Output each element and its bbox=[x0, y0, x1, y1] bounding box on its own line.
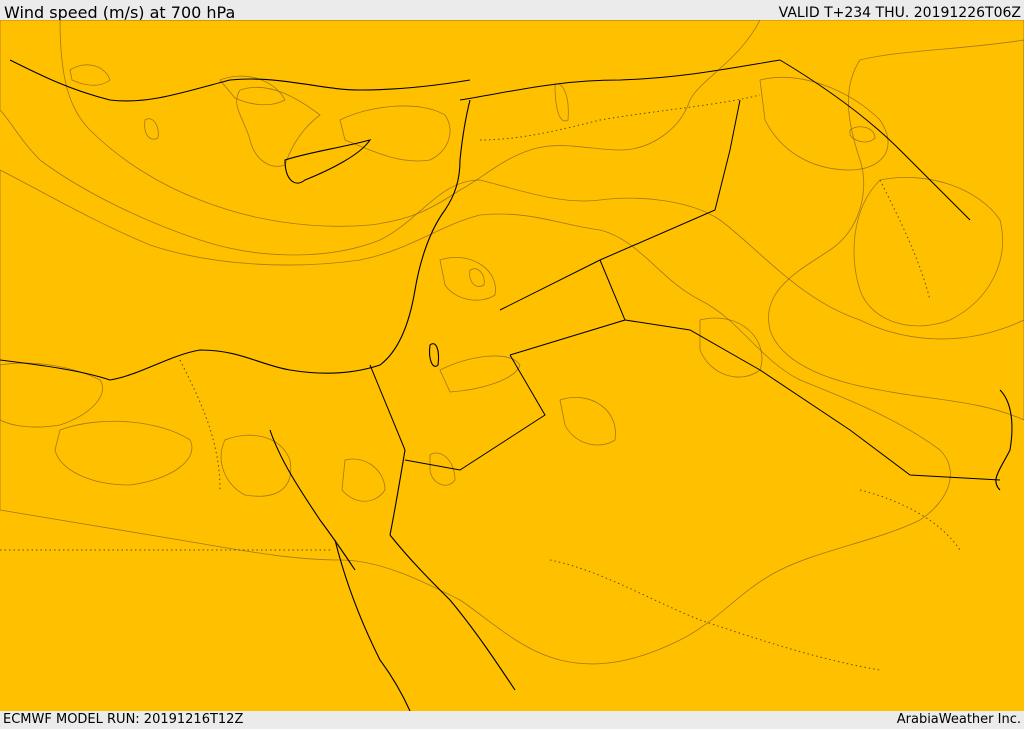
coastline-mediterranean bbox=[0, 99, 471, 381]
credit: ArabiaWeather Inc. bbox=[896, 712, 1021, 727]
field-base bbox=[0, 20, 1024, 711]
field-white-3 bbox=[144, 118, 159, 140]
dead-sea bbox=[429, 343, 440, 367]
valid-time: VALID T+234 THU. 20191226T06Z bbox=[778, 5, 1021, 21]
field-white-cyprus-east bbox=[339, 105, 451, 162]
coastline-cyprus bbox=[284, 139, 372, 184]
field-cream-2 bbox=[69, 64, 111, 86]
field-dark-orange-sinai bbox=[54, 420, 193, 486]
field-dark-orange-jordan bbox=[439, 355, 521, 393]
field-dark-orange-west bbox=[0, 362, 103, 428]
field-cream-1 bbox=[219, 75, 286, 106]
border-jordan-saudi bbox=[404, 354, 546, 471]
field-gold-pocket-3 bbox=[559, 397, 616, 446]
field-cream-4 bbox=[554, 83, 569, 122]
field-dark-orange-redsea bbox=[341, 458, 386, 502]
field-orange-main bbox=[0, 169, 951, 665]
map-footer: ECMWF MODEL RUN: 20191216T12Z ArabiaWeat… bbox=[0, 711, 1024, 729]
dotted-border-6 bbox=[879, 179, 931, 301]
border-syria-iraq bbox=[499, 99, 741, 311]
field-gold-pocket-2 bbox=[439, 257, 496, 301]
field-dark-orange-iraq bbox=[849, 126, 876, 143]
coastline-gulf-aqaba bbox=[389, 449, 406, 536]
dotted-border-1 bbox=[179, 359, 221, 491]
field-yellow-north bbox=[59, 20, 761, 227]
persian-gulf-coast bbox=[995, 389, 1013, 491]
dotted-border-3 bbox=[549, 559, 881, 671]
field-orange-ne bbox=[759, 77, 889, 171]
border-egypt-israel bbox=[369, 364, 406, 451]
field-dark-orange-saudi bbox=[429, 452, 456, 486]
coastline-red-sea-west bbox=[334, 539, 411, 711]
border-turkey-syria bbox=[459, 59, 781, 101]
model-run: ECMWF MODEL RUN: 20191216T12Z bbox=[3, 712, 244, 727]
border-iraq-iran bbox=[779, 59, 971, 221]
map-title: Wind speed (m/s) at 700 hPa bbox=[4, 3, 236, 22]
border-saudi-iraq bbox=[624, 319, 1001, 481]
map-header: Wind speed (m/s) at 700 hPa VALID T+234 … bbox=[0, 0, 1024, 22]
dotted-border-5 bbox=[479, 94, 761, 141]
field-gold-north bbox=[0, 20, 1024, 340]
dotted-border-4 bbox=[859, 489, 961, 551]
coastline-red-sea-east bbox=[389, 534, 516, 691]
coastline-turkey bbox=[9, 59, 471, 102]
field-gold-east bbox=[853, 177, 1003, 327]
field-dark-orange-levant bbox=[469, 268, 485, 287]
coastline-gulf-suez bbox=[269, 429, 356, 571]
wind-speed-map bbox=[0, 20, 1024, 711]
field-dark-orange-egypt bbox=[220, 434, 292, 497]
